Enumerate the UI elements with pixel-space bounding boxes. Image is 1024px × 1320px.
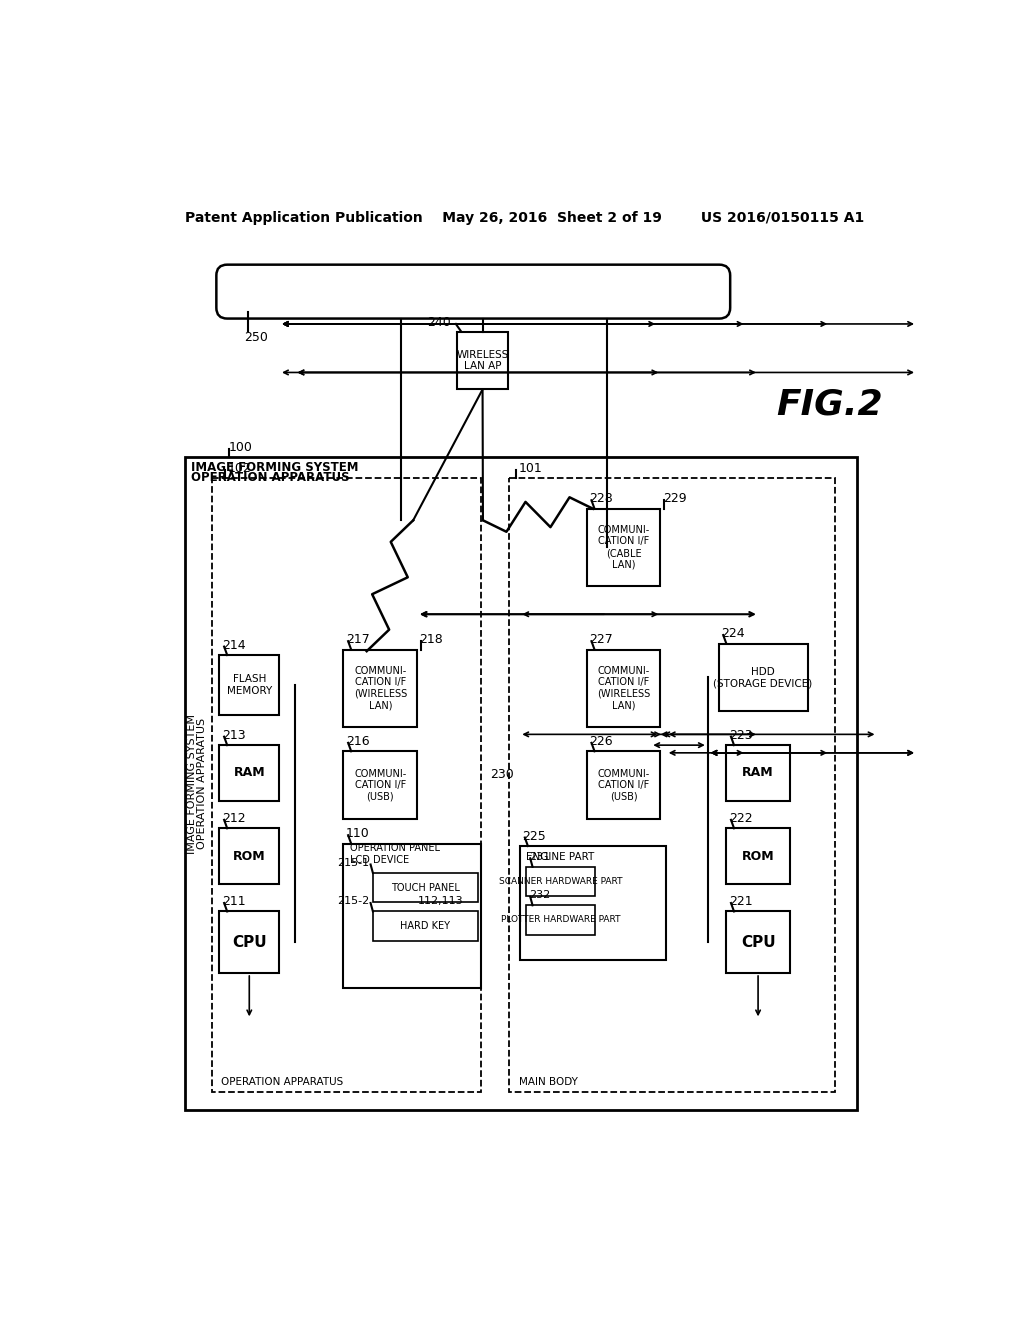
- Text: 228: 228: [589, 492, 613, 506]
- Text: Patent Application Publication    May 26, 2016  Sheet 2 of 19        US 2016/015: Patent Application Publication May 26, 2…: [185, 211, 864, 226]
- Text: FIG.2: FIG.2: [776, 388, 883, 422]
- Text: 217: 217: [346, 634, 370, 647]
- Bar: [587, 508, 660, 586]
- Text: OPERATION PANEL
LCD DEVICE: OPERATION PANEL LCD DEVICE: [349, 843, 439, 865]
- Text: OPERATION APPARATUS: OPERATION APPARATUS: [221, 1077, 343, 1086]
- Text: 230: 230: [490, 768, 514, 781]
- Text: HARD KEY: HARD KEY: [400, 921, 451, 931]
- Text: 223: 223: [729, 729, 753, 742]
- Text: 214: 214: [222, 639, 246, 652]
- Text: OPERATION APPARATUS: OPERATION APPARATUS: [197, 718, 207, 849]
- Bar: [219, 655, 280, 715]
- Text: COMMUNI-
CATION I/F
(USB): COMMUNI- CATION I/F (USB): [597, 768, 650, 801]
- Text: 222: 222: [729, 812, 753, 825]
- Text: 101: 101: [518, 462, 543, 475]
- Bar: [509, 478, 835, 1093]
- Text: 224: 224: [721, 627, 744, 640]
- Bar: [373, 873, 477, 903]
- Text: WIRELESS
LAN AP: WIRELESS LAN AP: [457, 350, 509, 371]
- Text: 229: 229: [663, 492, 686, 506]
- Text: ENGINE PART: ENGINE PART: [526, 851, 595, 862]
- Text: 212: 212: [222, 812, 246, 825]
- Text: CPU: CPU: [740, 935, 775, 950]
- Text: MAIN BODY: MAIN BODY: [518, 1077, 578, 1086]
- Text: 216: 216: [346, 735, 370, 748]
- Text: 215-1: 215-1: [337, 858, 369, 869]
- Text: IMAGE FORMING SYSTEM: IMAGE FORMING SYSTEM: [187, 714, 198, 854]
- Bar: [373, 911, 477, 941]
- Text: COMMUNI-
CATION I/F
(USB): COMMUNI- CATION I/F (USB): [354, 768, 407, 801]
- Text: 218: 218: [420, 634, 443, 647]
- Bar: [219, 744, 280, 800]
- Bar: [520, 846, 666, 960]
- Text: 232: 232: [528, 890, 550, 900]
- Text: SCANNER HARDWARE PART: SCANNER HARDWARE PART: [499, 876, 623, 886]
- Bar: [343, 751, 417, 818]
- Text: OPERATION APPARATUS: OPERATION APPARATUS: [190, 471, 349, 484]
- Text: COMMUNI-
CATION I/F
(CABLE
LAN): COMMUNI- CATION I/F (CABLE LAN): [597, 525, 650, 570]
- Bar: [587, 751, 660, 818]
- Text: PLOTTER HARDWARE PART: PLOTTER HARDWARE PART: [501, 916, 621, 924]
- Bar: [726, 744, 790, 800]
- Text: RAM: RAM: [233, 767, 265, 779]
- Text: FLASH
MEMORY: FLASH MEMORY: [226, 675, 272, 696]
- Text: CPU: CPU: [232, 935, 266, 950]
- Text: 110: 110: [346, 828, 370, 841]
- Text: 226: 226: [589, 735, 612, 748]
- Bar: [212, 478, 481, 1093]
- Bar: [184, 457, 857, 1110]
- Text: IMAGE FORMING SYSTEM: IMAGE FORMING SYSTEM: [190, 461, 358, 474]
- FancyBboxPatch shape: [216, 264, 730, 318]
- Text: 102: 102: [227, 462, 251, 475]
- Bar: [726, 829, 790, 884]
- Text: 231: 231: [528, 851, 550, 862]
- Bar: [343, 843, 481, 989]
- Text: COMMUNI-
CATION I/F
(WIRELESS
LAN): COMMUNI- CATION I/F (WIRELESS LAN): [353, 665, 407, 710]
- Bar: [219, 829, 280, 884]
- Text: 225: 225: [522, 829, 546, 842]
- Text: 211: 211: [222, 895, 246, 908]
- Text: 250: 250: [245, 330, 268, 343]
- Bar: [526, 906, 595, 935]
- Text: RAM: RAM: [742, 767, 774, 779]
- Text: 215-2: 215-2: [337, 896, 369, 907]
- Bar: [719, 644, 808, 711]
- Text: 100: 100: [228, 441, 253, 454]
- Text: ROM: ROM: [741, 850, 774, 862]
- Bar: [726, 911, 790, 973]
- Text: 213: 213: [222, 729, 246, 742]
- Bar: [343, 649, 417, 726]
- Text: COMMUNI-
CATION I/F
(WIRELESS
LAN): COMMUNI- CATION I/F (WIRELESS LAN): [597, 665, 650, 710]
- Text: 240: 240: [427, 315, 452, 329]
- Text: TOUCH PANEL: TOUCH PANEL: [391, 883, 460, 892]
- Bar: [219, 911, 280, 973]
- Text: HDD
(STORAGE DEVICE): HDD (STORAGE DEVICE): [714, 667, 813, 688]
- Bar: [587, 649, 660, 726]
- Text: ROM: ROM: [233, 850, 265, 862]
- Bar: [458, 331, 508, 389]
- Bar: [526, 867, 595, 896]
- Text: 227: 227: [589, 634, 613, 647]
- Text: 221: 221: [729, 895, 753, 908]
- Text: 112,113: 112,113: [418, 896, 464, 907]
